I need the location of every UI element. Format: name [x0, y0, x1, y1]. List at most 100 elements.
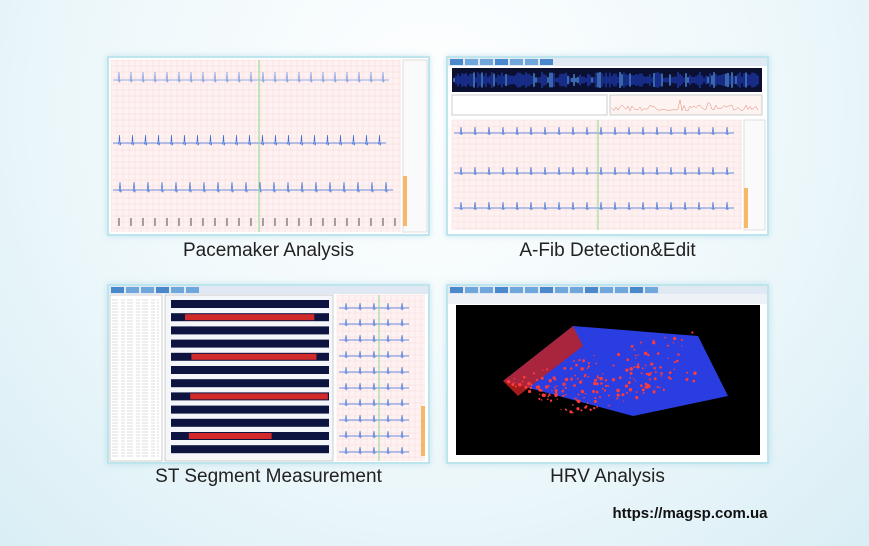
peak — [604, 379, 608, 382]
peak — [635, 396, 639, 400]
peak — [626, 358, 630, 362]
peak — [650, 362, 654, 366]
peak — [659, 386, 661, 389]
peak — [554, 389, 558, 393]
peak — [611, 378, 616, 382]
peak — [647, 353, 650, 357]
ecg-trace — [339, 350, 409, 359]
peak — [583, 396, 585, 399]
tab — [480, 59, 493, 65]
peak — [584, 392, 587, 395]
peak — [513, 377, 516, 380]
tab — [540, 287, 553, 293]
peak — [584, 406, 587, 409]
ecg-trace — [339, 302, 409, 311]
peak — [522, 375, 526, 379]
screen — [448, 58, 767, 231]
peak — [602, 373, 604, 375]
peak — [627, 381, 631, 385]
peak — [650, 371, 653, 374]
peak — [672, 342, 675, 344]
st-band — [171, 339, 329, 348]
peak — [653, 377, 657, 381]
tab — [525, 287, 538, 293]
peak — [596, 376, 600, 379]
scroll — [421, 406, 425, 456]
tab — [141, 287, 154, 293]
peak — [672, 336, 677, 341]
peak — [583, 375, 586, 378]
peak — [564, 377, 569, 382]
peak — [603, 389, 607, 392]
peak — [551, 389, 553, 392]
peak — [587, 375, 590, 378]
peak — [517, 382, 522, 387]
peak — [668, 371, 672, 375]
peak — [593, 406, 596, 410]
ecg-trace — [339, 446, 409, 455]
peak — [506, 379, 511, 384]
peak — [548, 379, 552, 383]
peak — [541, 393, 546, 397]
peak — [630, 344, 634, 348]
peak — [595, 390, 599, 394]
peak — [556, 398, 558, 400]
peak — [562, 394, 565, 398]
peak — [514, 385, 517, 388]
peak — [616, 397, 619, 400]
st-band — [171, 326, 329, 335]
peak — [634, 354, 637, 356]
peak — [593, 354, 595, 357]
scroll — [744, 188, 748, 228]
peak — [692, 379, 696, 383]
tab — [450, 287, 463, 293]
peak — [546, 368, 549, 371]
peak — [608, 404, 610, 407]
surface-edge — [503, 326, 583, 396]
peak — [693, 371, 697, 376]
peak — [576, 377, 579, 380]
peak — [629, 367, 633, 371]
peak — [635, 366, 638, 368]
peak — [565, 409, 568, 411]
ecg-trace — [339, 382, 409, 391]
peak — [570, 378, 573, 381]
peak — [538, 397, 541, 400]
peak — [643, 351, 648, 356]
peak — [553, 386, 556, 389]
peak — [632, 378, 635, 380]
peak — [577, 393, 580, 396]
peak — [547, 395, 550, 398]
tab — [111, 287, 124, 293]
peak — [662, 388, 665, 391]
peak — [572, 404, 574, 406]
screen — [109, 286, 428, 462]
peak — [666, 344, 669, 347]
peak — [686, 371, 689, 374]
tab — [555, 287, 568, 293]
peak — [641, 385, 643, 388]
caption: ST Segment Measurement — [155, 466, 382, 487]
toolbar — [109, 286, 428, 294]
scroll — [403, 176, 407, 226]
peak — [629, 371, 633, 375]
peak — [617, 394, 620, 396]
peak — [537, 387, 541, 390]
peak — [582, 359, 586, 363]
peak — [545, 385, 549, 389]
peak — [586, 367, 588, 370]
info — [451, 94, 608, 116]
peak — [591, 390, 595, 394]
peak — [511, 383, 515, 386]
peak — [633, 348, 636, 351]
tab — [465, 287, 478, 293]
st-band — [171, 405, 329, 414]
peak — [569, 367, 573, 370]
peak — [634, 380, 637, 382]
ecg-trace — [454, 201, 734, 210]
tab — [171, 287, 184, 293]
peak — [548, 393, 551, 396]
peak — [573, 384, 576, 387]
tab — [510, 287, 523, 293]
peak — [574, 397, 577, 400]
